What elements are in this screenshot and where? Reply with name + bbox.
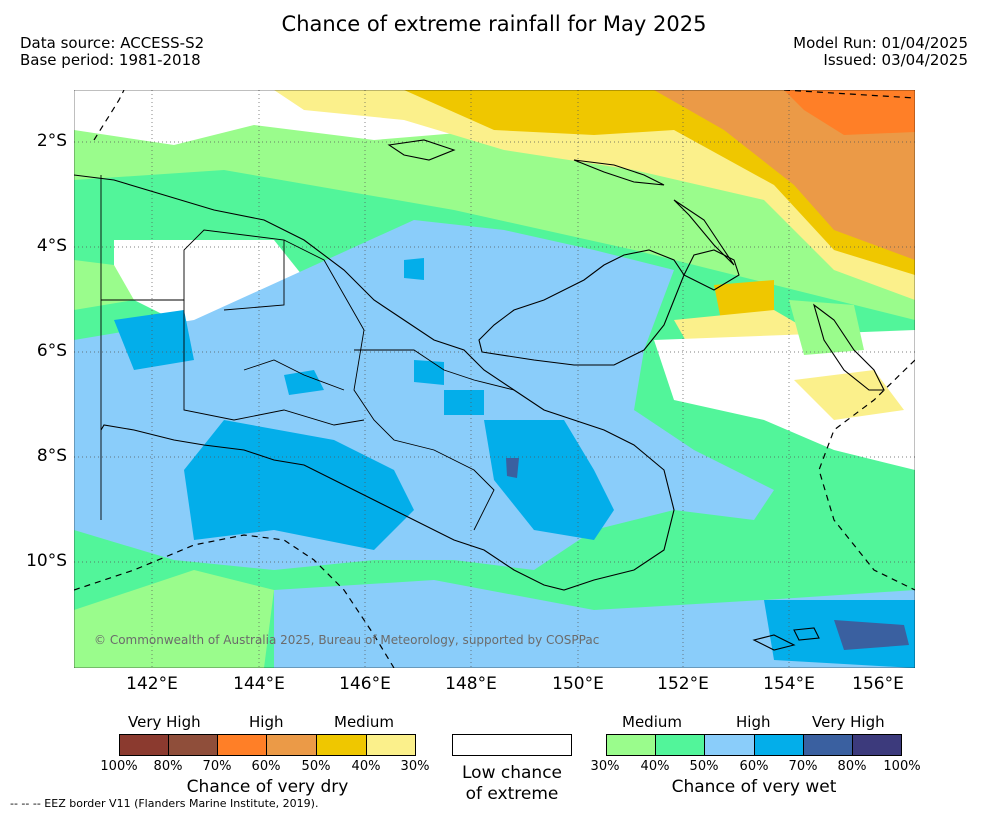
dry-pct-100: 100%: [100, 759, 138, 774]
eez-border: [74, 90, 915, 668]
base-period: Base period: 1981-2018: [20, 51, 201, 69]
wet-very-high-small: [506, 458, 519, 478]
wet-swatch-5: [803, 734, 853, 756]
lon-label-152e: 152°E: [657, 674, 709, 694]
dry-swatch-3: [217, 734, 267, 756]
wet-high-60-papua: [484, 420, 614, 540]
dry-level-medium: Medium: [334, 713, 394, 731]
lon-label-154e: 154°E: [763, 674, 815, 694]
data-info: Data source: ACCESS-S2 Base period: 1981…: [20, 35, 204, 69]
lat-label-4s: 4°S: [36, 236, 67, 256]
wet-high-50-south: [274, 580, 915, 668]
dry-level-high: High: [249, 713, 284, 731]
dry-pct-50: 50%: [301, 759, 331, 774]
dry-pct-40: 40%: [351, 759, 381, 774]
dry-pct-80: 80%: [153, 759, 183, 774]
lon-label-142e: 142°E: [126, 674, 178, 694]
dry-high-60: [784, 90, 915, 135]
neutral-caption-1: Low chance: [462, 763, 562, 783]
data-source: Data source: ACCESS-S2: [20, 34, 205, 52]
wet-pct-80: 80%: [837, 759, 867, 774]
wet-caption: Chance of very wet: [671, 777, 837, 797]
dry-level-very-high: Very High: [128, 713, 201, 731]
wet-pocket-3: [444, 390, 484, 415]
copyright-notice: © Commonwealth of Australia 2025, Bureau…: [94, 633, 600, 647]
model-run: Model Run: 01/04/2025: [793, 34, 968, 52]
dry-swatch-4: [266, 734, 317, 756]
lat-label-8s: 8°S: [36, 446, 67, 466]
dry-pct-60: 60%: [251, 759, 281, 774]
wet-medium-30-west: [74, 260, 134, 310]
wet-very-high-patch: [834, 620, 909, 650]
dry-caption: Chance of very dry: [186, 777, 349, 797]
wet-swatch-3: [704, 734, 755, 756]
low-chance-east: [654, 330, 915, 470]
lon-label-144e: 144°E: [233, 674, 285, 694]
wet-pct-50: 50%: [689, 759, 719, 774]
eez-border-note: -- -- -- EEZ border V11 (Flanders Marine…: [10, 797, 319, 810]
dry-swatch-1: [119, 734, 169, 756]
wet-swatch-2: [655, 734, 705, 756]
wet-pct-30: 30%: [590, 759, 620, 774]
wet-swatch-4: [754, 734, 804, 756]
dry-pct-70: 70%: [202, 759, 232, 774]
dry-swatch-2: [168, 734, 218, 756]
wet-high-60-west: [114, 310, 194, 370]
rainfall-map: [74, 90, 915, 668]
page-title: Chance of extreme rainfall for May 2025: [281, 12, 707, 36]
wet-pocket-2: [414, 360, 444, 385]
lat-label-2s: 2°S: [36, 131, 67, 151]
lon-label-150e: 150°E: [552, 674, 604, 694]
wet-pct-70: 70%: [788, 759, 818, 774]
issued-date: Issued: 03/04/2025: [823, 51, 968, 69]
wet-swatch-6: [852, 734, 902, 756]
lon-label-148e: 148°E: [445, 674, 497, 694]
dry-pct-30: 30%: [400, 759, 430, 774]
neutral-caption-2: of extreme: [465, 784, 559, 804]
lat-label-6s: 6°S: [36, 341, 67, 361]
run-info: Model Run: 01/04/2025 Issued: 03/04/2025: [793, 35, 968, 69]
wet-high-60-fly: [184, 420, 414, 550]
wet-level-medium: Medium: [622, 713, 682, 731]
wet-swatch-1: [606, 734, 656, 756]
dry-swatch-6: [366, 734, 416, 756]
wet-pct-40: 40%: [640, 759, 670, 774]
wet-medium-30-southwest: [74, 570, 274, 668]
coastline: [74, 139, 885, 651]
wet-patch-bougainville: [789, 300, 864, 355]
wet-level-high: High: [736, 713, 771, 731]
lat-label-10s: 10°S: [26, 551, 67, 571]
wet-pct-100: 100%: [883, 759, 921, 774]
graticule: [74, 90, 915, 668]
dry-patch-southeast: [794, 370, 904, 420]
wet-pocket-1: [404, 258, 424, 280]
province-borders: [100, 175, 515, 531]
low-chance-swatch: [452, 734, 572, 756]
wet-pocket-4: [284, 370, 324, 395]
wet-level-very-high: Very High: [812, 713, 885, 731]
wet-pct-60: 60%: [739, 759, 769, 774]
lon-label-146e: 146°E: [339, 674, 391, 694]
lon-label-156e: 156°E: [852, 674, 904, 694]
dry-swatch-5: [316, 734, 367, 756]
